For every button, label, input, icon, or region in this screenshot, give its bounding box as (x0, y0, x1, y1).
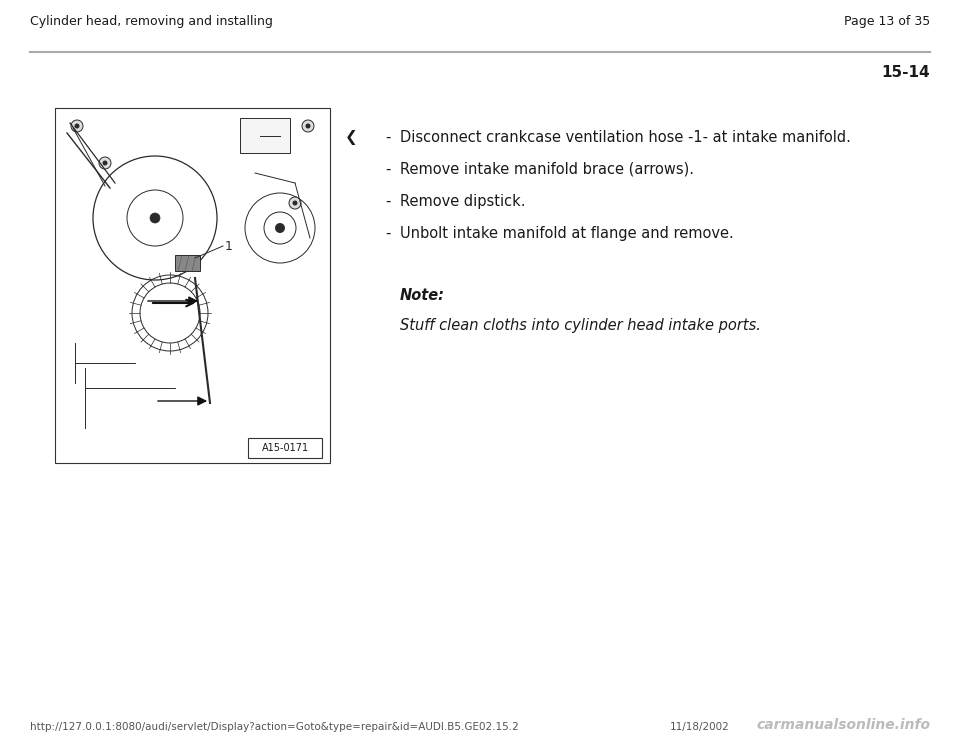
Circle shape (99, 157, 111, 169)
Text: A15-0171: A15-0171 (261, 443, 308, 453)
Text: -: - (385, 130, 391, 145)
Text: http://127.0.0.1:8080/audi/servlet/Display?action=Goto&type=repair&id=AUDI.B5.GE: http://127.0.0.1:8080/audi/servlet/Displ… (30, 722, 518, 732)
Text: -: - (385, 226, 391, 241)
Text: -: - (385, 194, 391, 209)
Bar (240, 118, 290, 153)
Bar (248, 438, 322, 458)
Text: Unbolt intake manifold at flange and remove.: Unbolt intake manifold at flange and rem… (400, 226, 733, 241)
Circle shape (293, 200, 298, 206)
Text: Page 13 of 35: Page 13 of 35 (844, 15, 930, 28)
Text: Stuff clean cloths into cylinder head intake ports.: Stuff clean cloths into cylinder head in… (400, 318, 761, 333)
Text: 1: 1 (225, 240, 233, 252)
Circle shape (71, 120, 83, 132)
Circle shape (75, 123, 80, 128)
Text: Cylinder head, removing and installing: Cylinder head, removing and installing (30, 15, 273, 28)
Bar (55, 108, 330, 463)
Text: Disconnect crankcase ventilation hose -1- at intake manifold.: Disconnect crankcase ventilation hose -1… (400, 130, 851, 145)
Text: carmanualsonline.info: carmanualsonline.info (756, 718, 930, 732)
Circle shape (302, 120, 314, 132)
Text: 15-14: 15-14 (881, 65, 930, 80)
Circle shape (103, 160, 108, 165)
Bar (175, 255, 200, 271)
Text: 11/18/2002: 11/18/2002 (670, 722, 730, 732)
Circle shape (150, 213, 160, 223)
Text: Note:: Note: (400, 288, 445, 303)
Text: Remove dipstick.: Remove dipstick. (400, 194, 525, 209)
Circle shape (289, 197, 301, 209)
Text: Remove intake manifold brace (arrows).: Remove intake manifold brace (arrows). (400, 162, 694, 177)
Circle shape (305, 123, 310, 128)
Text: -: - (385, 162, 391, 177)
Circle shape (275, 223, 285, 233)
Text: ❮: ❮ (345, 130, 358, 145)
